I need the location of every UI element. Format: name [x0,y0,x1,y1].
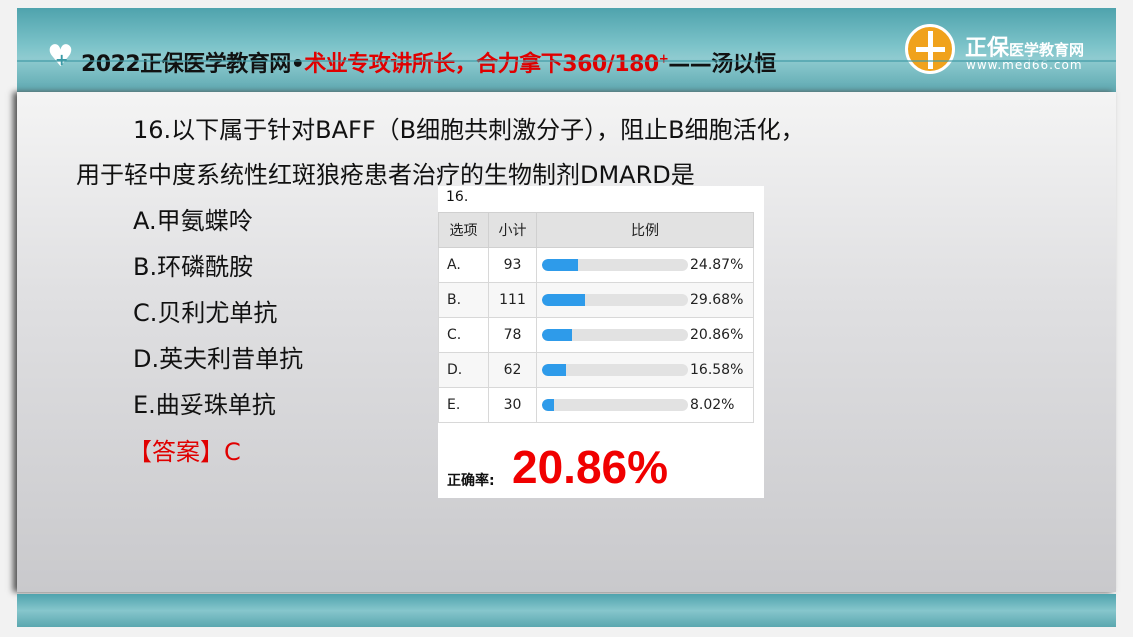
row-count: 111 [488,282,537,318]
progress-fill [542,294,586,306]
header-banner: ♥ + 2022正保医学教育网•术业专攻讲所长，合力拿下360/180+——汤以恒… [17,8,1116,92]
progress-fill [542,364,567,376]
row-option: E. [438,387,489,423]
header-ratio: 比例 [536,212,754,248]
row-ratio: 8.02% [536,387,754,423]
heart-plus-icon: ♥ + [47,39,74,74]
table-row: C. 78 20.86% [438,317,754,353]
title-part: 2022正保医学教育网• [81,52,305,77]
brand-sub: 医学教育网 [1009,41,1085,59]
table-row: D. 62 16.58% [438,352,754,388]
row-ratio: 20.86% [536,317,754,353]
row-percent: 16.58% [690,362,744,378]
row-option: C. [438,317,489,353]
option-d: D.英夫利昔单抗 [133,345,304,373]
header-count: 小计 [488,212,537,248]
stats-number: 16. [446,189,469,205]
title-sup: + [658,51,669,66]
title-highlight: 术业专攻讲所长，合力拿下360/180 [304,52,659,77]
table-row: E. 30 8.02% [438,387,754,423]
row-ratio: 29.68% [536,282,754,318]
row-count: 93 [488,247,537,283]
row-percent: 20.86% [690,327,744,343]
option-b: B.环磷酰胺 [133,253,254,281]
row-option: B. [438,282,489,318]
option-a: A.甲氨蝶呤 [133,207,253,235]
stats-table: 选项 小计 比例 A. 93 24.87% B. 111 29.68% C. 78 … [438,212,754,423]
brand-name: 正保医学教育网 [965,30,1084,62]
row-ratio: 16.58% [536,352,754,388]
question-line-1: 16.以下属于针对BAFF（B细胞共刺激分子），阻止B细胞活化， [133,116,805,144]
row-percent: 29.68% [690,292,744,308]
option-c: C.贝利尤单抗 [133,299,278,327]
progress-fill [542,399,554,411]
footer-band [17,594,1116,627]
title-author: ——汤以恒 [668,52,776,77]
row-percent: 8.02% [690,397,735,413]
row-count: 62 [488,352,537,388]
accuracy-value: 20.86% [512,441,669,493]
progress-fill [542,259,579,271]
option-e: E.曲妥珠单抗 [133,391,276,419]
progress-fill [542,329,573,341]
row-count: 30 [488,387,537,423]
row-option: A. [438,247,489,283]
row-count: 78 [488,317,537,353]
table-row: B. 111 29.68% [438,282,754,318]
question-line-2: 用于轻中度系统性红斑狼疮患者治疗的生物制剂DMARD是 [76,161,695,189]
row-ratio: 24.87% [536,247,754,283]
answer: 【答案】C [128,438,241,466]
stats-card: 16. 选项 小计 比例 A. 93 24.87% B. 111 29.68% C.… [438,186,764,498]
progress-bar [542,364,688,376]
row-option: D. [438,352,489,388]
logo-icon [905,24,955,74]
banner-title: 2022正保医学教育网•术业专攻讲所长，合力拿下360/180+——汤以恒 [81,46,776,78]
progress-bar [542,259,688,271]
brand-url: www.med66.com [966,58,1083,72]
row-percent: 24.87% [690,257,744,273]
table-row: A. 93 24.87% [438,247,754,283]
header-option: 选项 [438,212,489,248]
accuracy-label: 正确率: [447,473,495,489]
progress-bar [542,399,688,411]
progress-bar [542,294,688,306]
brand-main: 正保 [965,36,1010,61]
progress-bar [542,329,688,341]
